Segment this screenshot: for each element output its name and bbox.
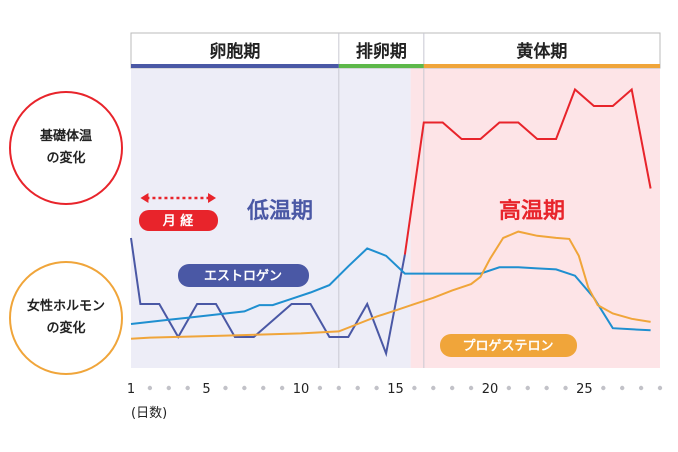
x-axis-dot-17 [431, 385, 436, 391]
high-temp-phase-background [410, 68, 660, 368]
x-tick-label-20: 20 [482, 382, 499, 397]
x-axis-dot-28 [638, 385, 644, 391]
x-axis-dot-2 [147, 385, 153, 391]
x-axis-dot-6 [223, 385, 228, 391]
x-axis-dot-19 [468, 385, 474, 391]
x-tick-label-5: 5 [202, 382, 210, 397]
x-axis-dot-7 [242, 385, 247, 391]
estrogen-label: エストロゲン [204, 268, 282, 284]
hormone-circle-line-1: 女性ホルモン [27, 298, 105, 314]
x-axis-dot-29 [657, 385, 663, 391]
x-axis-dot-9 [279, 385, 285, 391]
menstruation-label: 月 経 [162, 213, 195, 229]
temperature-circle-line-2: の変化 [46, 150, 85, 166]
high-temp-label: 高温期 [499, 198, 565, 224]
menstruation-arrow [140, 193, 217, 203]
hormone-circle-line-2: の変化 [46, 320, 85, 336]
x-axis-dot-22 [525, 385, 530, 391]
phase-bar-1 [131, 64, 339, 68]
estrogen-pill [178, 264, 309, 287]
menstruation-arrow-right [208, 193, 217, 203]
x-axis-dot-21 [506, 385, 512, 391]
low-temp-label: 低温期 [246, 199, 313, 224]
progesterone-line [130, 230, 651, 340]
x-axis-dot-18 [449, 385, 455, 391]
phase-label-3: 黄体期 [516, 41, 567, 62]
phase-label-2: 排卵期 [356, 41, 407, 62]
phase-label-1: 卵胞期 [209, 41, 260, 62]
phase-labels: 卵胞期 排卵期 黄体期 [209, 41, 567, 62]
hormone-circle: 女性ホルモン の変化 [9, 261, 123, 375]
x-axis-dot-11 [317, 385, 323, 391]
temperature-circle: 基礎体温 の変化 [9, 91, 123, 205]
x-axis-dot-16 [412, 385, 417, 391]
x-axis-dot-13 [355, 385, 360, 391]
x-axis-dot-27 [620, 385, 625, 391]
estrogen-line [130, 247, 651, 332]
phase-bars [131, 64, 660, 68]
x-tick-label-10: 10 [293, 382, 310, 397]
x-axis-dot-24 [563, 385, 568, 391]
x-axis-dot-4 [185, 385, 190, 391]
x-axis-dot-14 [374, 385, 379, 391]
phase-bar-3 [423, 64, 660, 68]
x-axis-dots [147, 385, 663, 391]
x-tick-label-15: 15 [387, 382, 404, 397]
x-axis-dot-3 [166, 385, 171, 391]
progesterone-label: プロゲステロン [462, 338, 553, 354]
phase-dividers [338, 33, 425, 368]
x-tick-label-1: 1 [127, 382, 135, 397]
x-axis-dot-12 [336, 385, 342, 391]
x-axis-dot-8 [261, 385, 266, 391]
progesterone-pill [440, 334, 577, 357]
x-tick-label-25: 25 [576, 382, 593, 397]
temperature-circle-line-1: 基礎体温 [39, 128, 92, 144]
x-axis-tick-labels: 1 5 10 15 20 25 [127, 382, 593, 397]
menstruation-pill [139, 210, 218, 231]
x-axis-dot-26 [601, 385, 606, 391]
x-axis-unit: (日数) [131, 406, 167, 421]
x-axis-dot-23 [544, 385, 549, 391]
temperature-high-line [403, 87, 652, 255]
phase-bar-2 [338, 64, 424, 68]
menstruation-arrow-left [140, 193, 149, 203]
